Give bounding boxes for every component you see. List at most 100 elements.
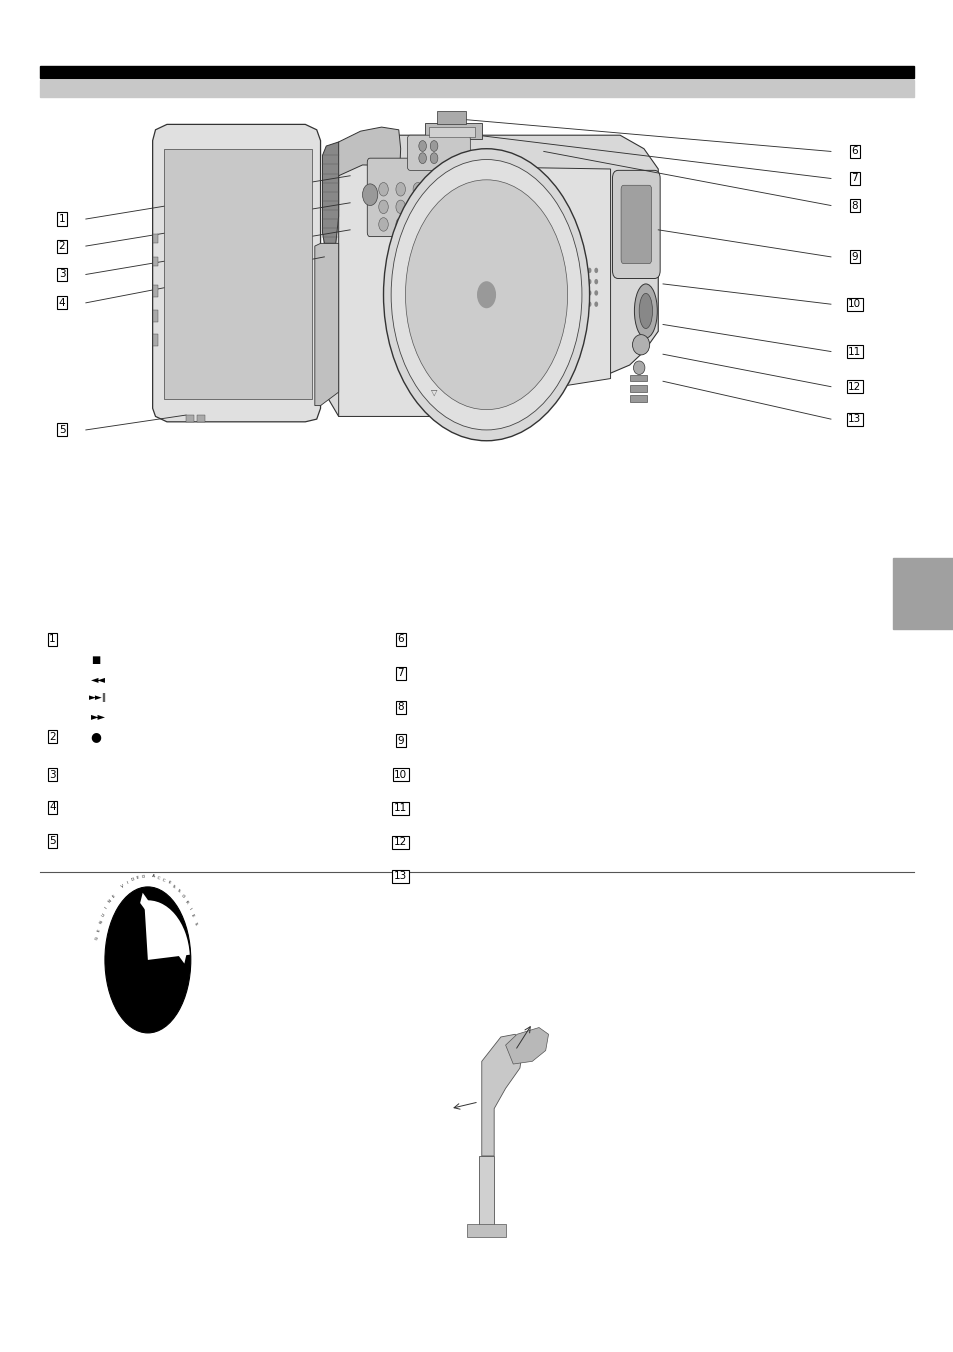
Circle shape <box>587 279 591 284</box>
Circle shape <box>574 268 578 273</box>
Circle shape <box>587 291 591 296</box>
Circle shape <box>594 268 598 273</box>
Text: 2: 2 <box>50 731 55 742</box>
Text: O: O <box>141 875 145 879</box>
Circle shape <box>574 279 578 284</box>
Text: O: O <box>179 894 185 899</box>
Text: 7: 7 <box>397 668 403 679</box>
Circle shape <box>580 291 584 296</box>
Text: C: C <box>162 877 166 883</box>
Text: 5: 5 <box>59 425 65 435</box>
Circle shape <box>413 183 422 196</box>
Bar <box>629 385 646 392</box>
Text: 3: 3 <box>50 769 55 780</box>
Circle shape <box>378 200 388 214</box>
Text: E: E <box>112 894 116 898</box>
Text: 4: 4 <box>59 297 65 308</box>
Circle shape <box>395 200 405 214</box>
Polygon shape <box>314 243 338 406</box>
Text: ►►: ►► <box>91 711 106 722</box>
Text: S: S <box>175 890 180 894</box>
Ellipse shape <box>639 293 652 329</box>
FancyBboxPatch shape <box>612 170 659 279</box>
Circle shape <box>580 301 584 307</box>
Text: ●: ● <box>91 730 101 744</box>
Text: S: S <box>172 884 175 890</box>
Circle shape <box>594 301 598 307</box>
Text: E: E <box>190 914 194 918</box>
Bar <box>186 415 193 422</box>
Ellipse shape <box>632 335 649 354</box>
Polygon shape <box>324 135 658 416</box>
Bar <box>436 111 465 124</box>
Text: S: S <box>193 921 197 926</box>
Bar <box>429 127 475 137</box>
Circle shape <box>574 301 578 307</box>
Circle shape <box>378 218 388 231</box>
Text: 4: 4 <box>50 802 55 813</box>
Ellipse shape <box>105 887 191 1033</box>
Circle shape <box>362 184 377 206</box>
Text: 10: 10 <box>847 299 861 310</box>
Circle shape <box>574 291 578 296</box>
Circle shape <box>383 149 589 441</box>
Text: 12: 12 <box>847 381 861 392</box>
Circle shape <box>587 301 591 307</box>
Text: ■: ■ <box>91 654 100 665</box>
Circle shape <box>391 160 581 430</box>
Text: ▽: ▽ <box>431 388 436 396</box>
Text: 6: 6 <box>397 634 403 645</box>
Text: 9: 9 <box>397 735 403 746</box>
Polygon shape <box>505 1028 548 1064</box>
Bar <box>197 415 205 422</box>
Circle shape <box>405 180 567 410</box>
Circle shape <box>594 279 598 284</box>
Circle shape <box>395 218 405 231</box>
Circle shape <box>476 281 496 308</box>
Text: 10: 10 <box>394 769 407 780</box>
FancyBboxPatch shape <box>367 158 458 237</box>
Bar <box>40 66 913 78</box>
Circle shape <box>430 141 437 151</box>
Text: 12: 12 <box>394 837 407 848</box>
Text: G: G <box>94 936 99 940</box>
Polygon shape <box>152 124 320 422</box>
Bar <box>892 558 953 629</box>
Text: 8: 8 <box>851 200 857 211</box>
Text: ◄◄: ◄◄ <box>91 673 106 684</box>
Text: 7: 7 <box>851 173 857 184</box>
Polygon shape <box>481 1034 522 1156</box>
Circle shape <box>418 153 426 164</box>
Text: 1: 1 <box>50 634 55 645</box>
FancyBboxPatch shape <box>407 135 470 170</box>
Circle shape <box>413 200 422 214</box>
Text: E: E <box>167 880 171 886</box>
Polygon shape <box>322 142 338 243</box>
Text: N: N <box>98 921 103 925</box>
Ellipse shape <box>633 361 644 375</box>
Text: 13: 13 <box>847 414 861 425</box>
Text: I: I <box>126 880 129 884</box>
Text: U: U <box>101 913 106 918</box>
Wedge shape <box>144 900 190 960</box>
Text: 5: 5 <box>50 836 55 846</box>
Bar <box>478 1156 494 1230</box>
Circle shape <box>430 153 437 164</box>
Bar <box>152 334 158 346</box>
Text: 9: 9 <box>851 251 857 262</box>
Circle shape <box>378 183 388 196</box>
Text: 11: 11 <box>394 803 407 814</box>
Bar <box>467 1224 505 1237</box>
Ellipse shape <box>634 284 657 338</box>
Text: N: N <box>108 899 112 904</box>
Bar <box>629 375 646 381</box>
Text: 6: 6 <box>851 146 857 157</box>
Circle shape <box>395 183 405 196</box>
Bar <box>152 234 158 243</box>
Circle shape <box>580 279 584 284</box>
Text: R: R <box>184 900 189 904</box>
Text: 8: 8 <box>397 702 403 713</box>
Text: 1: 1 <box>59 214 65 224</box>
FancyBboxPatch shape <box>620 185 651 264</box>
Text: I: I <box>105 906 109 910</box>
